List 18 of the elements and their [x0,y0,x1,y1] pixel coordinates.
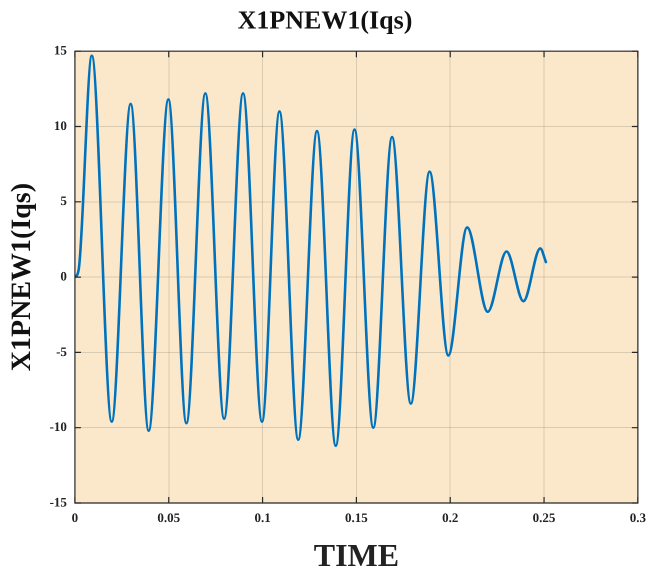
y-tick-label: 5 [60,193,68,208]
x-tick-label: 0.15 [345,510,368,526]
x-tick-label: 0.2 [442,510,458,526]
x-tick-label: 0.3 [630,510,646,526]
x-tick-label: 0.1 [254,510,271,526]
x-axis-title: TIME [314,537,400,574]
y-tick-label: 15 [54,42,68,58]
y-tick-label: 10 [54,118,67,133]
y-tick-label: 0 [60,268,67,284]
x-tick-label: 0.05 [157,510,181,526]
x-tick-label: 0 [72,510,78,526]
y-tick-label: -15 [50,494,68,510]
y-tick-label: -5 [56,344,68,359]
y-axis-title: X1PNEW1(Iqs) [6,182,38,372]
x-tick-label: 0.25 [532,510,556,526]
line-series [74,54,548,448]
chart-title: X1PNEW1(Iqs) [238,5,412,34]
y-tick-label: -10 [50,419,67,434]
